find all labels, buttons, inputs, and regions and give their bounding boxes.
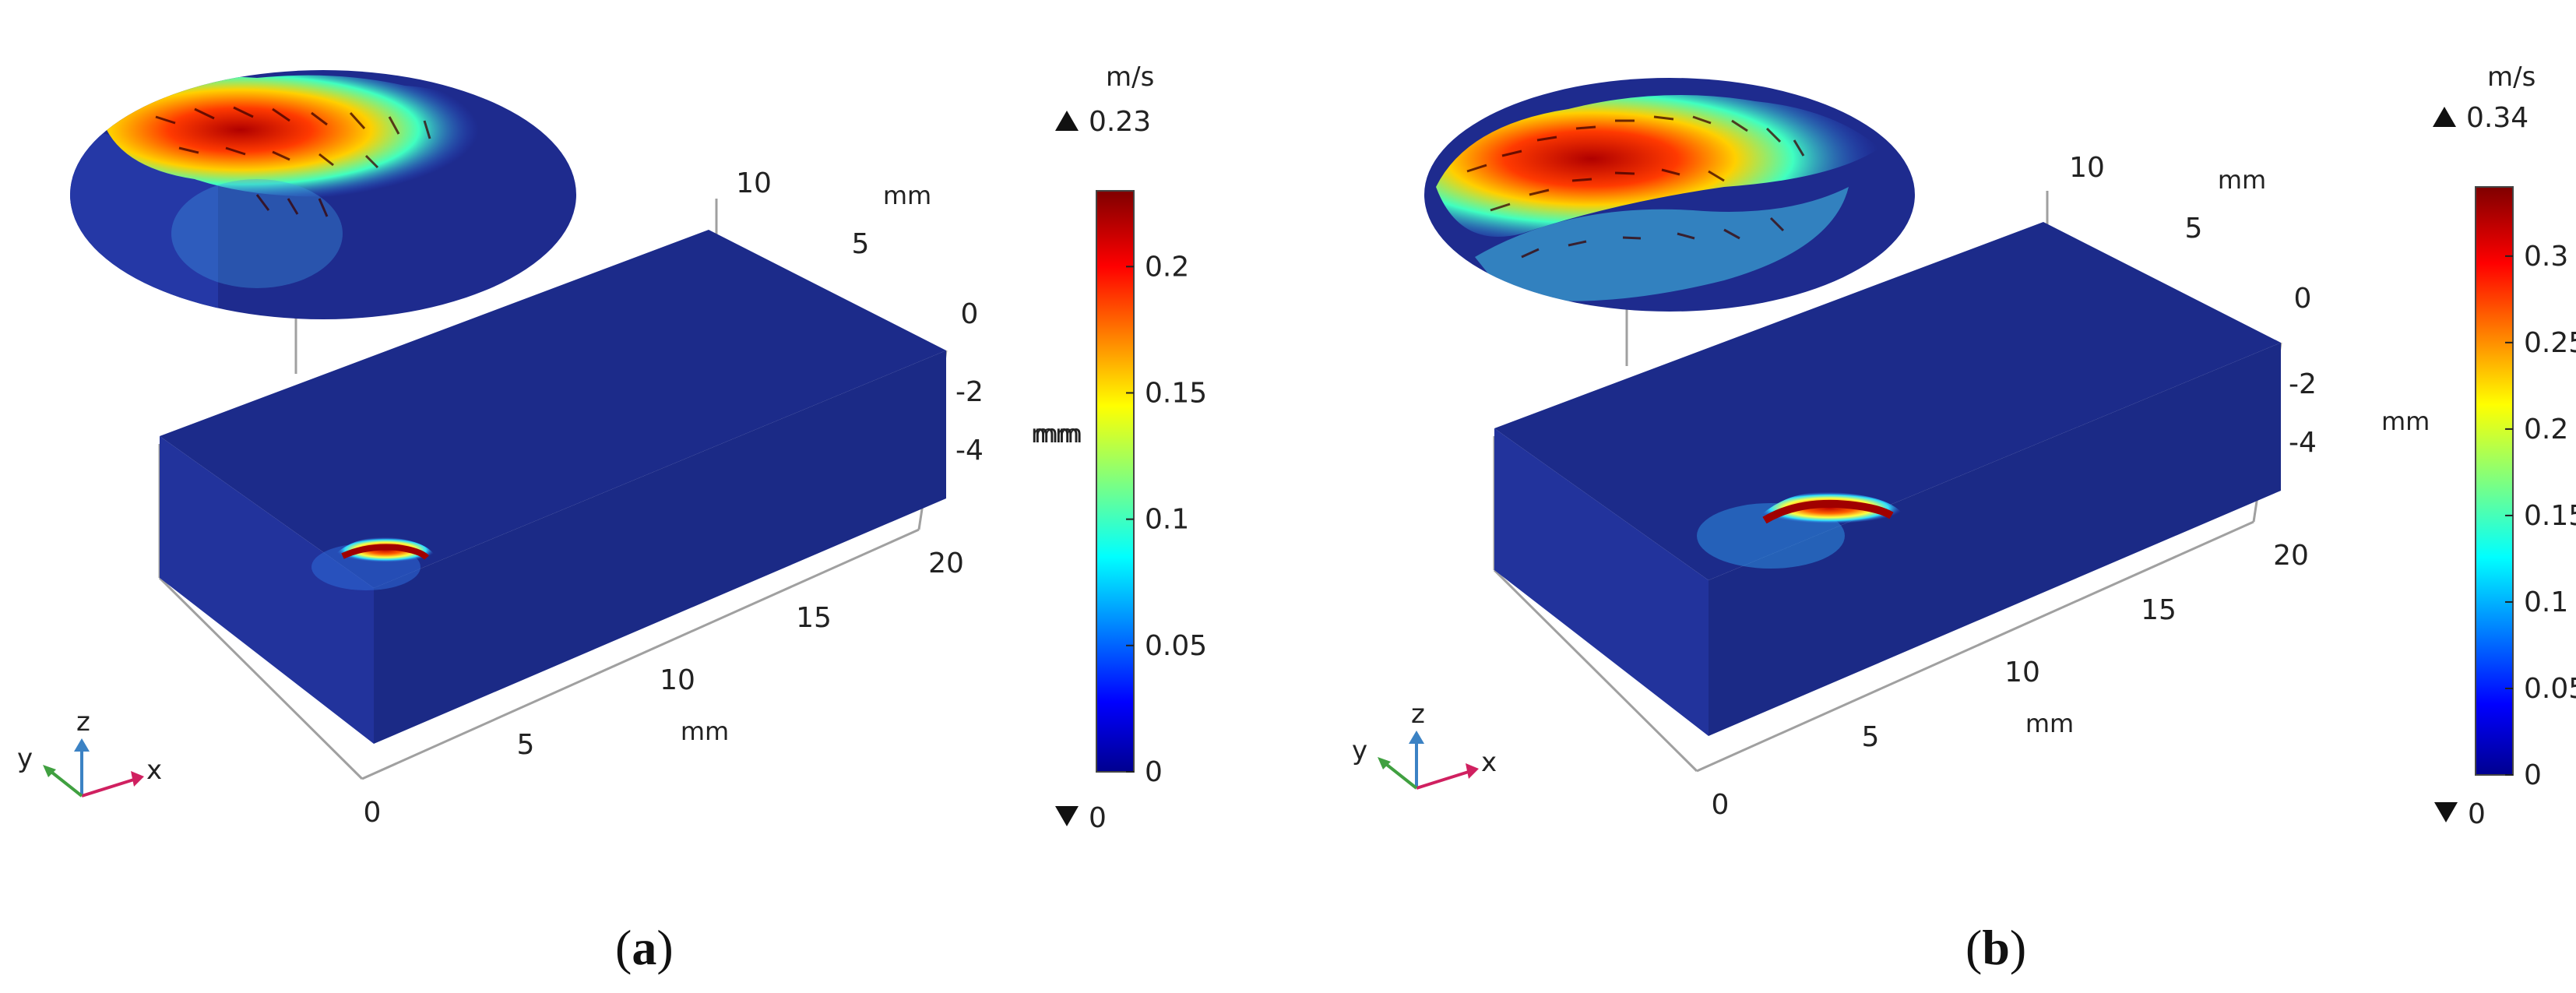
y-axis-unit: mm xyxy=(883,181,931,210)
x-tick-label: 0 xyxy=(364,797,382,829)
panel-caption: (b) xyxy=(1965,919,2026,977)
box-side-face xyxy=(1709,343,2281,736)
melt-pool xyxy=(1697,491,1903,569)
x-tick-label: 5 xyxy=(1862,721,1880,753)
panel-b: 0 5 10 15 20 mm 0 5 10 mm -2 -4 z x y m/… xyxy=(1288,0,2576,993)
colorbar-gradient xyxy=(1096,190,1135,773)
colorbar-min-label: 0 xyxy=(1089,802,1107,834)
z-axis-unit: mm xyxy=(1031,419,1079,449)
caption-close: ) xyxy=(2009,920,2027,975)
z-tick-label: -4 xyxy=(2289,427,2317,459)
x-tick-label: 20 xyxy=(928,548,964,579)
colorbar-tick-label: 0.1 xyxy=(1145,504,1189,536)
colorbar-ticks: 0.3 0.25 0.2 0.15 0.1 0.05 0 xyxy=(2505,241,2576,791)
x-tick-label: 20 xyxy=(2273,540,2309,572)
colorbar: m/s 0.23 0.2 0.15 0.1 0.05 0 0 mm xyxy=(1034,62,1207,834)
colorbar-tick-label: 0.15 xyxy=(2524,500,2576,532)
melt-pool xyxy=(311,537,436,590)
colorbar-tick-label: 0.2 xyxy=(1145,251,1189,283)
colorbar-tick-label: 0.1 xyxy=(2524,586,2568,618)
colorbar-tick-label: 0.05 xyxy=(1145,630,1207,662)
colorbar-unit: m/s xyxy=(2487,62,2536,93)
colorbar-ticks: 0.2 0.15 0.1 0.05 0 xyxy=(1126,251,1207,788)
x-tick-label: 5 xyxy=(517,729,535,761)
triad-y-label: y xyxy=(1352,735,1367,766)
max-arrow-icon xyxy=(1055,111,1079,131)
x-axis-unit: mm xyxy=(681,717,729,746)
triad-y-label: y xyxy=(17,743,33,774)
min-arrow-icon xyxy=(1055,806,1079,826)
z-tick-label: -2 xyxy=(2289,368,2317,400)
x-tick-label: 15 xyxy=(796,602,832,634)
panel-a: 0 5 10 15 20 mm 0 5 10 mm -2 -4 mm z x y… xyxy=(17,62,1207,977)
colorbar-tick-label: 0.3 xyxy=(2524,241,2568,273)
zoom-inset xyxy=(1424,78,1915,312)
colorbar-tick-label: 0 xyxy=(2524,759,2542,791)
box-top-face xyxy=(1494,222,2281,580)
box-front-face xyxy=(1494,428,1709,736)
panel-a-figure: 0 5 10 15 20 mm 0 5 10 mm -2 -4 mm z x y… xyxy=(17,62,1207,834)
colorbar-min-label: 0 xyxy=(2468,798,2486,830)
box-side-face xyxy=(374,350,946,744)
y-tick-label: 5 xyxy=(852,228,870,260)
caption-close: ) xyxy=(656,920,674,975)
colorbar-tick-label: 0 xyxy=(1145,756,1163,788)
x-tick-label: 10 xyxy=(2004,657,2040,688)
z-tick-label: -4 xyxy=(955,435,984,467)
y-tick-label: 10 xyxy=(736,167,772,199)
triad-axes-icon xyxy=(1378,731,1479,790)
triad-axes-icon xyxy=(43,738,144,798)
panel-caption: (a) xyxy=(615,919,674,977)
domain-box xyxy=(1494,222,2281,736)
y-tick-label: 0 xyxy=(961,298,979,330)
colorbar-tick-label: 0.05 xyxy=(2524,673,2576,705)
y-tick-label: 10 xyxy=(2069,152,2105,184)
caption-open: ( xyxy=(1965,920,1983,975)
colorbar-axis-unit: mm xyxy=(1034,419,1082,449)
panel-b-figure: 0 5 10 15 20 mm 0 5 10 mm -2 -4 z x y m/… xyxy=(1352,62,2576,830)
colorbar-axis-unit: mm xyxy=(2381,407,2430,436)
x-tick-label: 15 xyxy=(2141,594,2177,626)
x-axis-unit: mm xyxy=(2025,709,2074,738)
zoom-inset xyxy=(70,70,576,319)
z-tick-label: -2 xyxy=(955,376,984,408)
y-tick-label: 0 xyxy=(2294,283,2312,315)
max-arrow-icon xyxy=(2433,107,2456,127)
colorbar: m/s 0.34 0.3 0.25 0.2 0.15 0.1 0.05 0 0 mm xyxy=(2381,62,2576,830)
caption-open: ( xyxy=(615,920,632,975)
x-tick-label: 0 xyxy=(1712,789,1730,821)
colorbar-gradient xyxy=(2475,186,2514,776)
colorbar-tick-label: 0.25 xyxy=(2524,327,2576,359)
caption-letter: b xyxy=(1982,920,2010,975)
colorbar-tick-label: 0.2 xyxy=(2524,414,2568,445)
min-arrow-icon xyxy=(2434,802,2458,822)
y-axis-unit: mm xyxy=(2218,165,2266,195)
x-tick-label: 10 xyxy=(660,664,695,696)
triad-x-label: x xyxy=(1481,747,1497,778)
y-tick-label: 5 xyxy=(2185,213,2203,245)
domain-box xyxy=(160,230,946,744)
caption-letter: a xyxy=(632,920,657,975)
box-front-face xyxy=(160,436,374,744)
colorbar-unit: m/s xyxy=(1106,62,1154,93)
triad-x-label: x xyxy=(146,755,162,786)
triad-z-label: z xyxy=(1411,699,1425,730)
triad-z-label: z xyxy=(76,706,90,738)
colorbar-tick-label: 0.15 xyxy=(1145,377,1207,409)
colorbar-max-label: 0.34 xyxy=(2466,102,2528,134)
box-top-face xyxy=(160,230,946,588)
colorbar-max-label: 0.23 xyxy=(1089,106,1151,138)
